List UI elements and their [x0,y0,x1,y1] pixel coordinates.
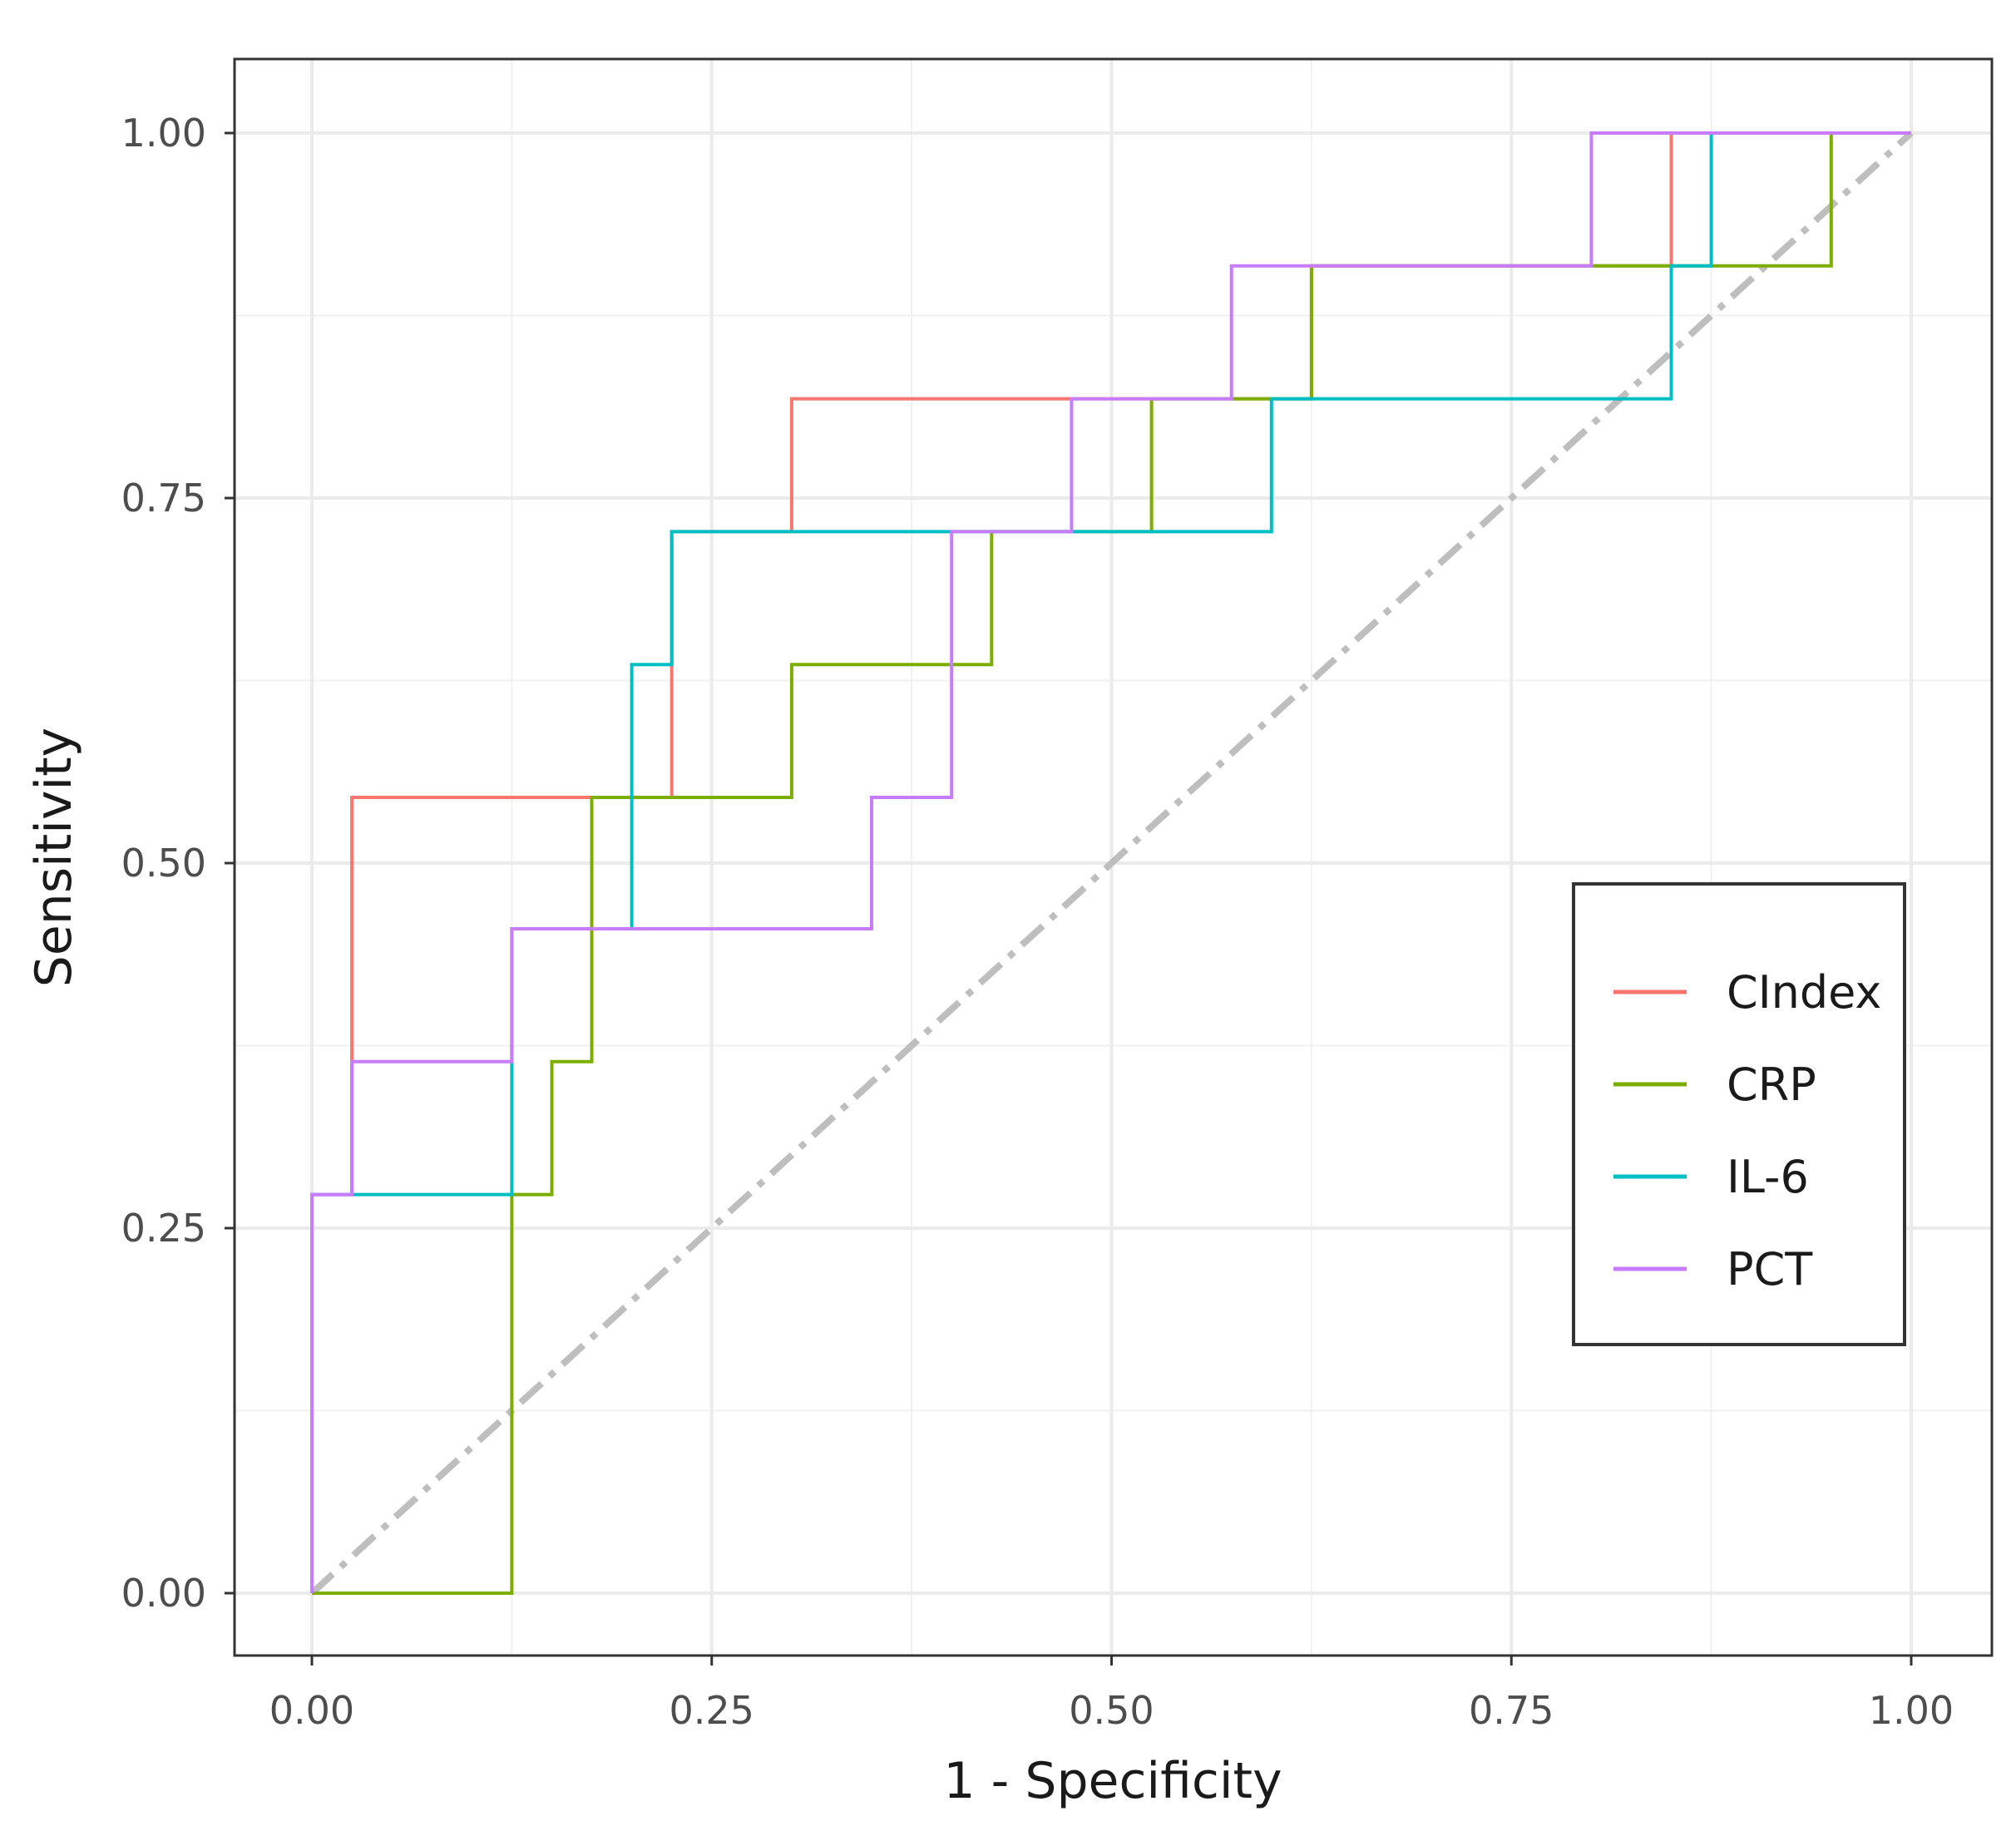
x-tick-label: 1.00 [1869,1688,1954,1733]
y-tick-label: 0.75 [121,476,206,521]
x-tick-label: 0.25 [670,1688,754,1733]
legend-label-il-6: IL-6 [1727,1151,1809,1203]
legend-label-crp: CRP [1727,1059,1816,1111]
panel-border [233,57,1994,1657]
x-tick-label: 0.00 [269,1688,354,1733]
x-axis-title: 1 - Specificity [943,1752,1282,1810]
y-tick-label: 1.00 [121,111,206,155]
roc-curve-pct [310,131,1911,1593]
y-tick-label: 0.25 [121,1206,206,1251]
x-tick-label: 0.50 [1069,1688,1154,1733]
x-tick-label: 0.75 [1469,1688,1554,1733]
y-tick-label: 0.00 [121,1571,206,1616]
legend-label-cindex: CIndex [1727,966,1881,1019]
roc-curve-il-6 [310,131,1911,1593]
grid-lines [235,59,1992,1656]
y-tick-label: 0.50 [121,841,206,886]
diagonal-line [309,131,1914,1596]
legend-label-pct: PCT [1727,1243,1813,1295]
roc-curves [310,131,1911,1595]
axis-ticks: 0.00 0.25 0.50 0.75 1.00 0.00 0.25 0.50 0.75 1.00 [121,111,1954,1733]
legend: CIndex CRP IL-6 PCT [1572,882,1906,1346]
y-axis-title: Sensitivity [25,728,83,987]
reference-diagonal [309,131,1914,1596]
